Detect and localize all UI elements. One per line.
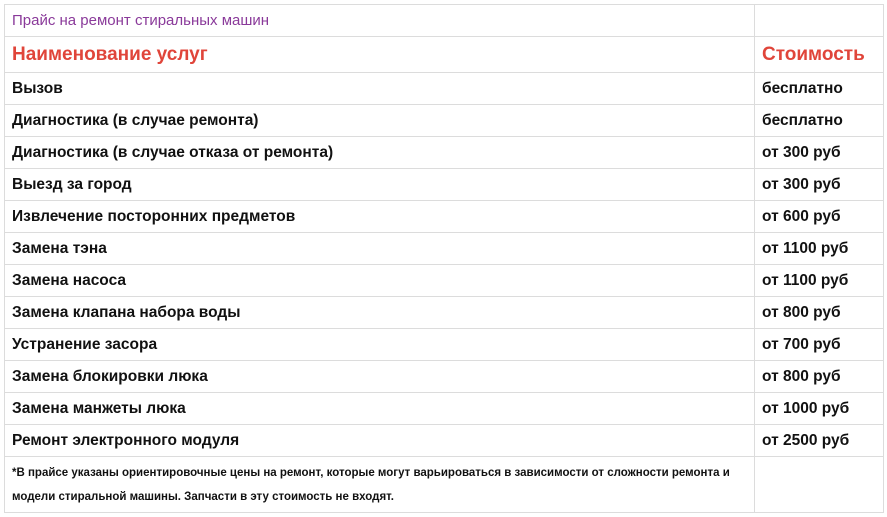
header-cell: Стоимость bbox=[754, 36, 884, 73]
table-title: Прайс на ремонт стиральных машин bbox=[4, 4, 755, 37]
service-name: Замена манжеты люка bbox=[4, 392, 755, 425]
service-name: Выезд за город bbox=[4, 168, 755, 201]
service-row: Вызов бесплатно bbox=[4, 72, 884, 105]
service-price: от 1100 руб bbox=[754, 264, 884, 297]
service-name: Замена клапана набора воды bbox=[4, 296, 755, 329]
service-row: Замена насоса от 1100 руб bbox=[4, 264, 884, 297]
empty-cell bbox=[754, 4, 884, 37]
service-row: Устранение засора от 700 руб bbox=[4, 328, 884, 361]
service-price: от 1000 руб bbox=[754, 392, 884, 425]
service-row: Замена тэна от 1100 руб bbox=[4, 232, 884, 265]
service-row: Диагностика (в случае отказа от ремонта)… bbox=[4, 136, 884, 169]
service-price: от 600 руб bbox=[754, 200, 884, 233]
price-table: Прайс на ремонт стиральных машин Наимено… bbox=[4, 4, 884, 513]
footnote-row: *В прайсе указаны ориентировочные цены н… bbox=[4, 456, 884, 513]
footnote: *В прайсе указаны ориентировочные цены н… bbox=[4, 456, 755, 513]
service-price: от 300 руб bbox=[754, 136, 884, 169]
service-row: Замена блокировки люка от 800 руб bbox=[4, 360, 884, 393]
service-name: Извлечение посторонних предметов bbox=[4, 200, 755, 233]
service-name: Замена блокировки люка bbox=[4, 360, 755, 393]
service-row: Диагностика (в случае ремонта) бесплатно bbox=[4, 104, 884, 137]
service-price: бесплатно bbox=[754, 104, 884, 137]
title-row: Прайс на ремонт стиральных машин bbox=[4, 4, 884, 37]
service-price: от 800 руб bbox=[754, 296, 884, 329]
service-name: Устранение засора bbox=[4, 328, 755, 361]
empty-cell bbox=[754, 456, 884, 513]
header-cell: Наименование услуг bbox=[4, 36, 755, 73]
header-row: Наименование услуг Стоимость bbox=[4, 36, 884, 73]
service-price: от 2500 руб bbox=[754, 424, 884, 457]
service-row: Извлечение посторонних предметов от 600 р… bbox=[4, 200, 884, 233]
service-name: Ремонт электронного модуля bbox=[4, 424, 755, 457]
service-name: Диагностика (в случае отказа от ремонта) bbox=[4, 136, 755, 169]
service-row: Ремонт электронного модуля от 2500 руб bbox=[4, 424, 884, 457]
service-name: Вызов bbox=[4, 72, 755, 105]
service-row: Замена манжеты люка от 1000 руб bbox=[4, 392, 884, 425]
service-row: Выезд за город от 300 руб bbox=[4, 168, 884, 201]
service-price: бесплатно bbox=[754, 72, 884, 105]
service-price: от 300 руб bbox=[754, 168, 884, 201]
service-name: Замена насоса bbox=[4, 264, 755, 297]
service-name: Диагностика (в случае ремонта) bbox=[4, 104, 755, 137]
service-price: от 700 руб bbox=[754, 328, 884, 361]
service-name: Замена тэна bbox=[4, 232, 755, 265]
service-price: от 800 руб bbox=[754, 360, 884, 393]
service-price: от 1100 руб bbox=[754, 232, 884, 265]
service-row: Замена клапана набора воды от 800 руб bbox=[4, 296, 884, 329]
